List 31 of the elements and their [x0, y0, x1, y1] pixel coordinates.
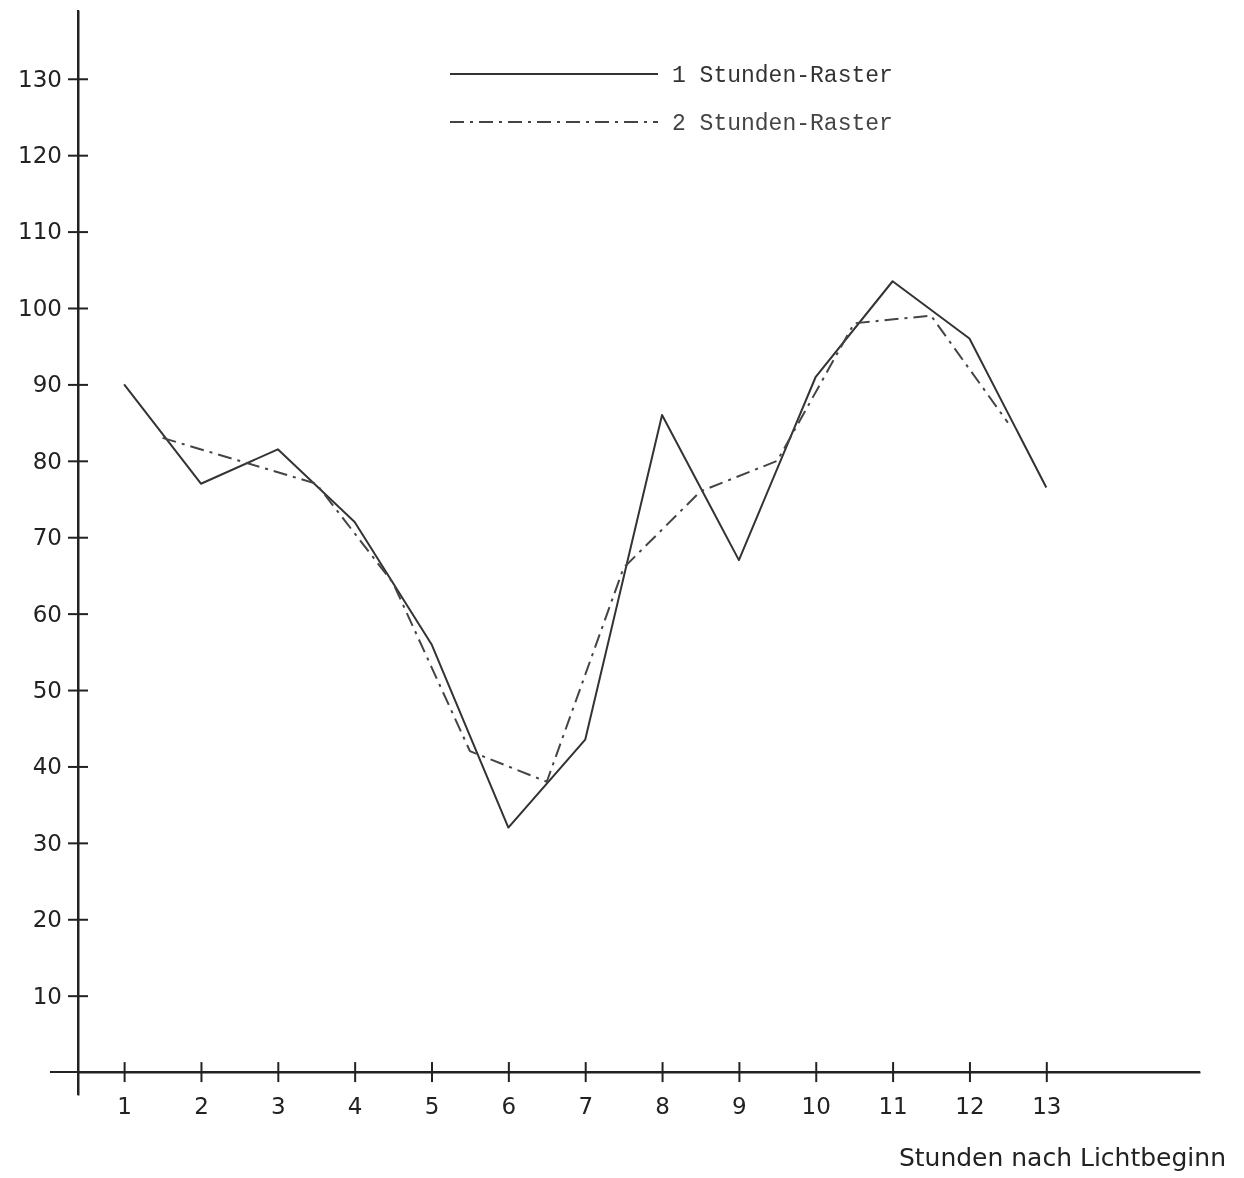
- y-tick-label: 90: [32, 371, 62, 398]
- x-tick-label: 4: [347, 1093, 363, 1120]
- y-tick-label: 130: [18, 65, 62, 92]
- y-tick-label: 100: [18, 294, 62, 321]
- y-tick-label: 20: [32, 906, 62, 933]
- x-tick-label: 8: [655, 1093, 670, 1120]
- y-tick-label: 10: [32, 982, 62, 1009]
- x-axis-title: Stunden nach Lichtbeginn: [898, 1143, 1226, 1173]
- x-tick-label: 9: [732, 1093, 747, 1120]
- x-tick-label: 5: [424, 1093, 440, 1120]
- text: 2 Stunden-Raster: [672, 111, 893, 138]
- y-tick-label: 50: [32, 676, 62, 703]
- x-tick-label: 12: [955, 1093, 985, 1120]
- x-tick-label: 1: [117, 1093, 132, 1120]
- y-tick-label: 60: [32, 600, 62, 627]
- y-tick-label: 70: [32, 524, 62, 551]
- y-tick-label: 80: [32, 447, 62, 474]
- x-tick-label: 11: [878, 1093, 908, 1120]
- line-series: [123, 280, 1048, 829]
- x-tick-label: 6: [501, 1093, 517, 1120]
- y-tick-label: 110: [18, 218, 62, 245]
- text: 1 Stunden-Raster: [672, 63, 893, 90]
- x-tick-label: 10: [801, 1093, 831, 1120]
- y-tick-label: 30: [32, 829, 62, 856]
- y-tick-label: 120: [18, 142, 62, 169]
- x-tick-label: 7: [578, 1093, 594, 1120]
- x-tick-label: 3: [270, 1093, 286, 1120]
- x-tick-label: 13: [1032, 1093, 1062, 1120]
- y-tick-label: 40: [32, 753, 62, 780]
- line-series: [161, 314, 1009, 783]
- x-tick-label: 2: [194, 1093, 209, 1120]
